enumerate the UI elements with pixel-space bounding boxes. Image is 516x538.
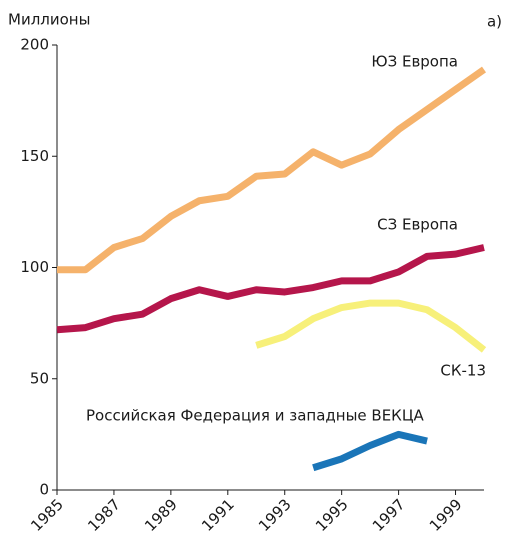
series-label: Российская Федерация и западные ВЕКЦА — [86, 407, 424, 425]
series-line — [312, 430, 428, 472]
y-tick-label: 50 — [30, 369, 49, 387]
x-tick-label: 1985 — [27, 495, 67, 535]
series-line — [57, 66, 487, 274]
y-tick-label: 0 — [39, 481, 49, 499]
y-tick-label: 200 — [20, 36, 49, 54]
y-axis-label: Миллионы — [8, 11, 90, 29]
series-line — [255, 299, 487, 353]
annotation: а) — [487, 13, 502, 31]
series-label: СК-13 — [440, 362, 486, 380]
y-tick-label: 150 — [20, 147, 49, 165]
x-tick-label: 1997 — [369, 495, 409, 535]
series-label: ЮЗ Европа — [371, 53, 458, 71]
x-tick-label: 1999 — [426, 495, 466, 535]
series-label: СЗ Европа — [377, 216, 458, 234]
x-tick-label: 1989 — [141, 495, 181, 535]
x-tick-label: 1987 — [84, 495, 124, 535]
x-tick-label: 1995 — [312, 495, 352, 535]
x-tick-label: 1993 — [255, 495, 295, 535]
series-line — [56, 244, 485, 334]
x-tick-label: 1991 — [198, 495, 238, 535]
y-tick-label: 100 — [20, 258, 49, 276]
